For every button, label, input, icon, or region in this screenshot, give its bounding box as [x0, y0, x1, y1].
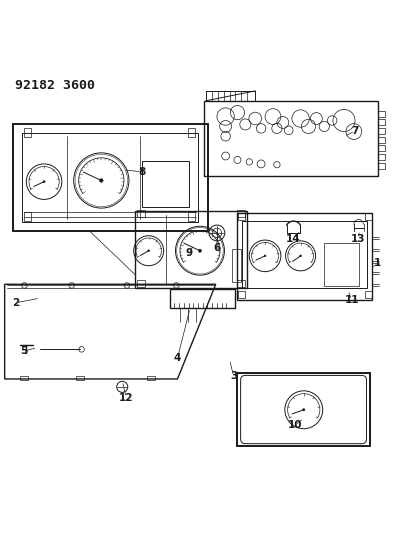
Circle shape: [198, 249, 202, 252]
Text: 13: 13: [350, 234, 365, 244]
Text: 14: 14: [286, 234, 301, 244]
Text: 7: 7: [351, 126, 359, 136]
Circle shape: [264, 255, 266, 257]
Text: 1: 1: [374, 259, 381, 268]
Circle shape: [43, 181, 45, 183]
Circle shape: [99, 179, 103, 182]
Text: 12: 12: [119, 392, 133, 402]
Circle shape: [303, 409, 305, 411]
Circle shape: [148, 250, 150, 252]
Text: 92182 3600: 92182 3600: [15, 79, 95, 92]
Text: 9: 9: [186, 248, 193, 257]
Text: 5: 5: [20, 346, 27, 357]
Text: 11: 11: [345, 295, 359, 305]
Circle shape: [300, 255, 301, 257]
Text: 10: 10: [287, 420, 302, 430]
Text: 6: 6: [213, 243, 221, 253]
Text: 8: 8: [138, 167, 146, 177]
Text: 3: 3: [230, 371, 237, 381]
Text: 2: 2: [12, 298, 19, 308]
Text: 4: 4: [174, 353, 181, 363]
